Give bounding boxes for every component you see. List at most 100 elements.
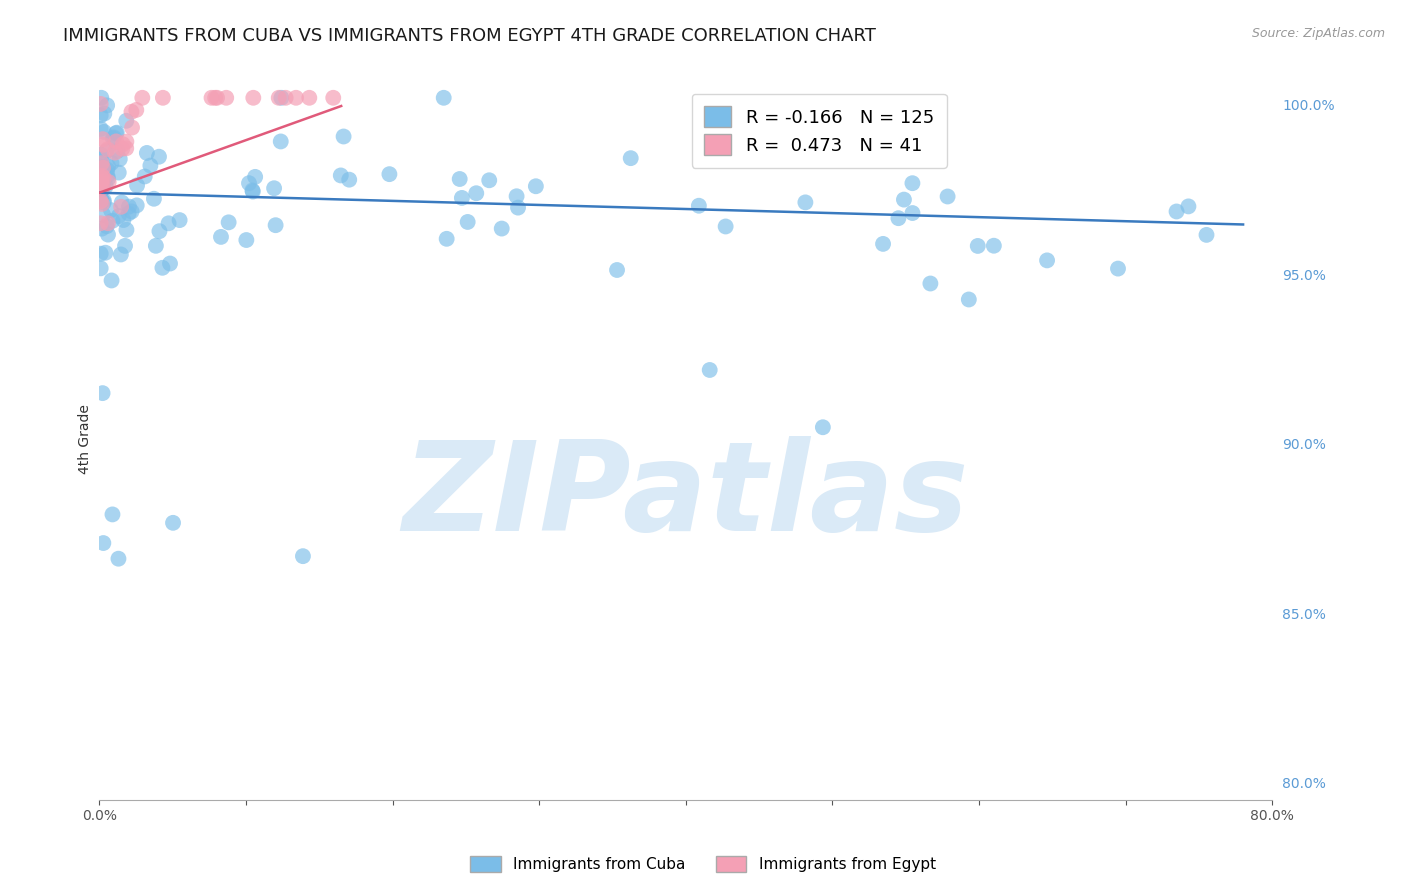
- Point: [110, 247, 132, 261]
- Point: [90, 177, 112, 191]
- Point: [104, 126, 127, 140]
- Point: [135, 145, 157, 160]
- Point: [110, 200, 132, 214]
- Point: [91, 386, 114, 401]
- Point: [606, 263, 628, 277]
- Point: [322, 91, 344, 105]
- Point: [1036, 253, 1059, 268]
- Point: [200, 91, 222, 105]
- Point: [90, 181, 112, 195]
- Point: [90, 261, 112, 276]
- Point: [111, 142, 134, 156]
- Point: [97, 175, 120, 189]
- Point: [159, 256, 181, 270]
- Point: [436, 232, 458, 246]
- Point: [90, 184, 112, 198]
- Point: [93, 125, 115, 139]
- Legend: Immigrants from Cuba, Immigrants from Egypt: Immigrants from Cuba, Immigrants from Eg…: [463, 848, 943, 880]
- Point: [90, 221, 112, 235]
- Point: [378, 167, 401, 181]
- Point: [114, 239, 136, 253]
- Point: [218, 215, 240, 229]
- Point: [93, 171, 115, 186]
- Point: [90, 176, 112, 190]
- Point: [811, 420, 834, 434]
- Point: [1177, 199, 1199, 213]
- Point: [108, 152, 131, 166]
- Point: [93, 194, 115, 208]
- Point: [264, 218, 287, 232]
- Point: [90, 216, 112, 230]
- Point: [120, 104, 142, 119]
- Text: IMMIGRANTS FROM CUBA VS IMMIGRANTS FROM EGYPT 4TH GRADE CORRELATION CHART: IMMIGRANTS FROM CUBA VS IMMIGRANTS FROM …: [63, 27, 876, 45]
- Point: [920, 277, 942, 291]
- Point: [121, 204, 143, 219]
- Point: [242, 185, 264, 199]
- Point: [90, 121, 112, 136]
- Text: ZIPatlas: ZIPatlas: [402, 436, 969, 557]
- Point: [505, 189, 527, 203]
- Point: [242, 91, 264, 105]
- Point: [97, 160, 120, 174]
- Point: [620, 151, 643, 165]
- Point: [478, 173, 501, 187]
- Legend: R = -0.166   N = 125, R =  0.473   N = 41: R = -0.166 N = 125, R = 0.473 N = 41: [692, 94, 946, 168]
- Point: [688, 199, 710, 213]
- Point: [491, 221, 513, 235]
- Point: [298, 91, 321, 105]
- Point: [901, 206, 924, 220]
- Point: [966, 239, 988, 253]
- Point: [157, 216, 180, 230]
- Point: [93, 161, 115, 176]
- Point: [97, 227, 120, 242]
- Point: [1166, 204, 1188, 219]
- Point: [101, 214, 124, 228]
- Point: [329, 169, 352, 183]
- Point: [115, 141, 138, 155]
- Point: [112, 213, 135, 227]
- Point: [100, 273, 122, 287]
- Point: [152, 91, 174, 105]
- Point: [93, 106, 115, 120]
- Point: [887, 211, 910, 226]
- Point: [90, 171, 112, 186]
- Point: [131, 91, 153, 105]
- Point: [97, 142, 120, 156]
- Point: [90, 191, 112, 205]
- Point: [105, 126, 128, 140]
- Point: [205, 91, 228, 105]
- Point: [152, 260, 174, 275]
- Point: [107, 209, 129, 223]
- Point: [145, 239, 167, 253]
- Point: [125, 178, 148, 193]
- Point: [238, 176, 260, 190]
- Point: [235, 233, 257, 247]
- Point: [449, 172, 471, 186]
- Point: [91, 137, 114, 152]
- Point: [115, 135, 138, 149]
- Point: [90, 185, 112, 199]
- Point: [699, 363, 721, 377]
- Point: [267, 91, 290, 105]
- Point: [957, 293, 980, 307]
- Point: [91, 165, 114, 179]
- Point: [1107, 261, 1129, 276]
- Point: [96, 98, 118, 112]
- Point: [291, 549, 314, 564]
- Point: [204, 91, 226, 105]
- Point: [215, 91, 238, 105]
- Point: [332, 129, 354, 144]
- Point: [94, 245, 117, 260]
- Point: [90, 193, 112, 207]
- Y-axis label: 4th Grade: 4th Grade: [79, 404, 93, 474]
- Point: [90, 197, 112, 211]
- Point: [274, 91, 297, 105]
- Point: [100, 156, 122, 170]
- Point: [714, 219, 737, 234]
- Point: [209, 230, 232, 244]
- Point: [90, 175, 112, 189]
- Point: [91, 132, 114, 146]
- Point: [115, 113, 138, 128]
- Point: [90, 166, 112, 180]
- Point: [872, 236, 894, 251]
